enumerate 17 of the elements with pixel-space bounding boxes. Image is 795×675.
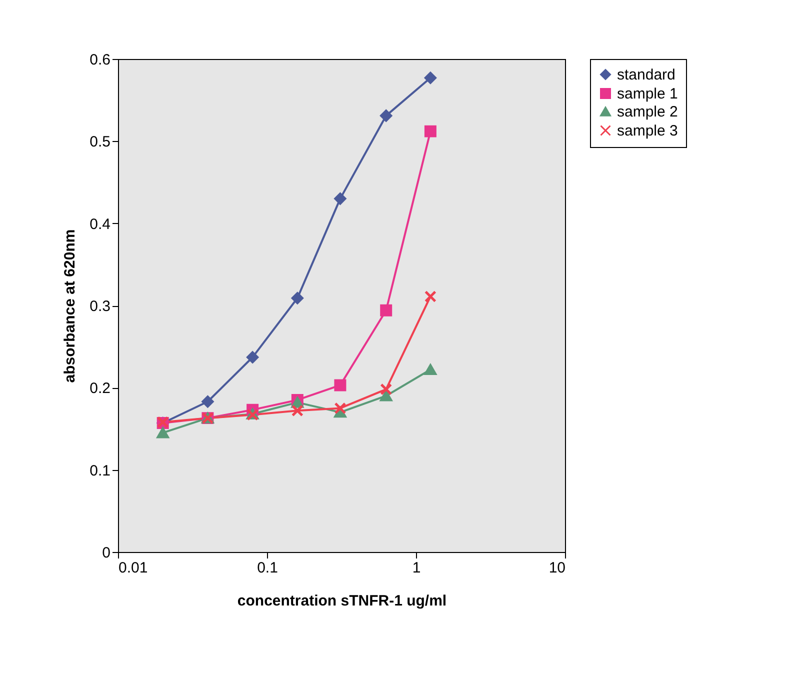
y-tick-label: 0.6 (90, 52, 110, 68)
x-axis-title: concentration sTNFR-1 ug/ml (237, 592, 447, 610)
legend-label: standard (617, 66, 676, 84)
y-tick-label: 0.4 (90, 216, 110, 233)
legend-label: sample 1 (617, 86, 678, 102)
x-tick-label: 0.1 (257, 560, 278, 576)
y-axis-title: absorbance at 620nm (62, 229, 79, 383)
x-tick-label: 1 (412, 560, 421, 576)
x-tick-label: 10 (548, 560, 566, 576)
y-tick-label: 0.3 (90, 298, 110, 315)
y-tick-label: 0.5 (90, 134, 110, 151)
y-tick-label: 0.2 (90, 380, 110, 398)
y-tick-label: 0.1 (90, 462, 110, 480)
x-tick-label: 0.01 (118, 560, 148, 576)
legend-label: sample 2 (617, 104, 678, 120)
y-tick-label: 0 (102, 544, 110, 562)
legend-label: sample 3 (617, 122, 678, 140)
